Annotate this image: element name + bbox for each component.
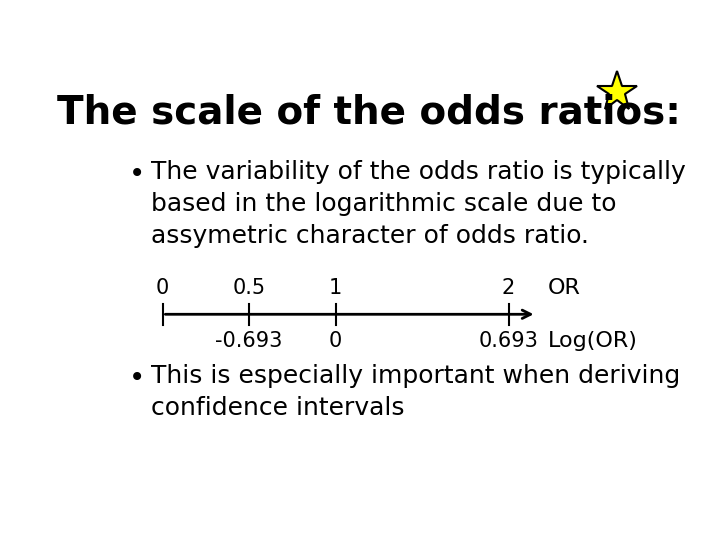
Text: Log(OR): Log(OR) [548, 331, 637, 351]
Text: 2: 2 [502, 278, 515, 298]
Text: •: • [129, 364, 145, 392]
Text: 0.693: 0.693 [479, 331, 539, 351]
Text: -0.693: -0.693 [215, 331, 283, 351]
Text: This is especially important when deriving
confidence intervals: This is especially important when derivi… [151, 364, 680, 420]
Text: 1: 1 [329, 278, 342, 298]
Text: 0: 0 [329, 331, 342, 351]
Text: 0: 0 [156, 278, 169, 298]
Text: The scale of the odds ratios:: The scale of the odds ratios: [57, 94, 681, 132]
Text: •: • [129, 160, 145, 188]
Text: The variability of the odds ratio is typically
based in the logarithmic scale du: The variability of the odds ratio is typ… [151, 160, 686, 248]
Text: OR: OR [548, 278, 580, 298]
Text: 0.5: 0.5 [233, 278, 266, 298]
